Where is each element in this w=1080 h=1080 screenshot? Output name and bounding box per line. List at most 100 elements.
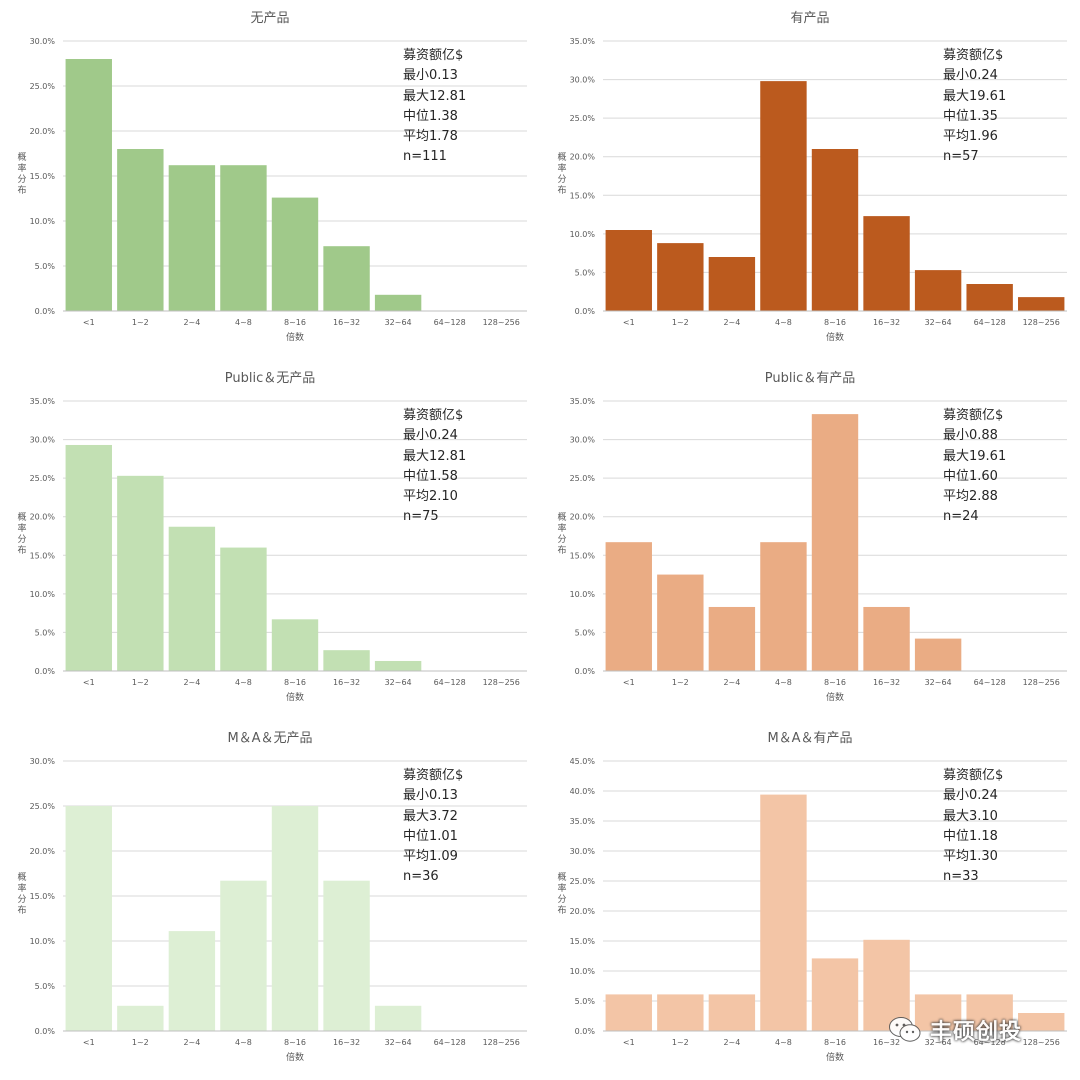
- bar-7: [914, 638, 962, 671]
- x-tick-label: 16~32: [333, 678, 360, 687]
- y-tick-label: 20.0%: [570, 153, 596, 162]
- x-tick-label: 8~16: [284, 678, 306, 687]
- bar-8: [966, 284, 1013, 311]
- bar-3: [168, 165, 216, 311]
- x-tick-label: 4~8: [775, 318, 792, 327]
- y-tick-label: 45.0%: [570, 757, 596, 766]
- x-tick-label: <1: [83, 318, 95, 327]
- stats-line: 中位1.18: [943, 828, 998, 844]
- y-tick-label: 30.0%: [570, 436, 596, 445]
- x-tick-label: <1: [83, 678, 95, 687]
- chart-panel-public-no-product: Public＆无产品 0.0% 5.0% 10.0% 15.0% 20.0% 25.0% 30…: [0, 360, 540, 720]
- x-tick-label: 16~32: [333, 1038, 360, 1047]
- y-tick-label: 15.0%: [570, 551, 596, 560]
- y-tick-label: 35.0%: [570, 397, 596, 406]
- chart-title: M＆A＆无产品: [227, 731, 312, 746]
- y-tick-label: 20.0%: [30, 127, 56, 136]
- y-tick-label: 30.0%: [570, 76, 596, 85]
- x-tick-label: 32~64: [385, 678, 412, 687]
- bar-4: [760, 542, 807, 671]
- stats-line: 募资额亿$: [943, 768, 1004, 783]
- bar-6: [323, 650, 370, 671]
- x-tick-label: 1~2: [132, 1038, 149, 1047]
- bar-2: [117, 149, 164, 311]
- y-tick-label: 15.0%: [30, 551, 56, 560]
- bar-5: [271, 619, 319, 671]
- y-tick-label: 5.0%: [35, 628, 56, 637]
- y-tick-label: 0.0%: [575, 1027, 596, 1036]
- stats-line: 最大3.10: [943, 808, 998, 824]
- stats-box: 募资额亿$ 最小0.88 最大19.61 中位1.60 平均2.88 n=24: [943, 406, 1006, 528]
- x-tick-label: 2~4: [183, 1038, 200, 1047]
- y-axis-label: 概率分布: [557, 871, 566, 916]
- stats-line: 募资额亿$: [403, 48, 464, 63]
- x-tick-label: 64~128: [434, 1038, 466, 1047]
- y-tick-label: 0.0%: [35, 1027, 56, 1036]
- stats-box: 募资额亿$ 最小0.13 最大3.72 中位1.01 平均1.09 n=36: [403, 766, 463, 888]
- y-tick-label: 20.0%: [30, 513, 56, 522]
- y-axis-label: 概率分布: [17, 871, 26, 916]
- x-tick-label: 1~2: [672, 1038, 689, 1047]
- y-tick-label: 15.0%: [570, 191, 596, 200]
- chart-panel-ma-no-product: M＆A＆无产品 0.0% 5.0% 10.0% 15.0% 20.0% 25.0% 30.0%…: [0, 720, 540, 1080]
- y-tick-label: 5.0%: [575, 628, 596, 637]
- y-tick-label: 25.0%: [30, 474, 56, 483]
- x-tick-label: 64~128: [434, 678, 466, 687]
- chart-svg-no-product: 无产品 0.0% 5.0% 10.0% 15.0% 20.0% 25.0% 30.0% <1 1~…: [17, 11, 527, 343]
- x-tick-label: 1~2: [132, 318, 149, 327]
- x-tick-label: 64~128: [974, 1038, 1006, 1047]
- x-tick-label: 2~4: [723, 1038, 740, 1047]
- bar-5: [811, 149, 859, 311]
- y-tick-label: 10.0%: [570, 590, 596, 599]
- bar-3: [708, 606, 756, 671]
- stats-line: 募资额亿$: [403, 768, 464, 783]
- y-tick-label: 25.0%: [570, 114, 596, 123]
- stats-line: 中位1.60: [943, 468, 998, 484]
- x-tick-label: 1~2: [132, 678, 149, 687]
- x-tick-label: 32~64: [925, 318, 952, 327]
- bar-4: [220, 165, 267, 311]
- stats-line: n=36: [403, 869, 439, 885]
- chart-panel-no-product: 无产品 0.0% 5.0% 10.0% 15.0% 20.0% 25.0% 30.0% <1 1~…: [0, 0, 540, 360]
- y-tick-label: 35.0%: [570, 37, 596, 46]
- x-tick-label: 128~256: [483, 318, 520, 327]
- stats-line: 平均2.10: [403, 489, 458, 505]
- stats-line: 募资额亿$: [943, 48, 1004, 63]
- bar-2: [117, 475, 164, 671]
- stats-line: 募资额亿$: [943, 408, 1004, 423]
- x-tick-label: 128~256: [1023, 678, 1060, 687]
- y-tick-label: 5.0%: [35, 982, 56, 991]
- chart-title: Public＆无产品: [225, 371, 315, 386]
- stats-line: 平均1.09: [403, 849, 458, 865]
- bar-5: [271, 806, 319, 1031]
- x-tick-label: 8~16: [824, 318, 846, 327]
- bar-9: [1018, 1013, 1065, 1031]
- bar-7: [374, 294, 422, 311]
- y-tick-label: 10.0%: [570, 230, 596, 239]
- chart-title: M＆A＆有产品: [767, 731, 852, 746]
- y-tick-label: 35.0%: [30, 397, 56, 406]
- x-tick-label: 1~2: [672, 318, 689, 327]
- y-tick-label: 20.0%: [570, 513, 596, 522]
- y-tick-label: 10.0%: [30, 217, 56, 226]
- bar-6: [863, 606, 910, 671]
- chart-svg-ma-no-product: M＆A＆无产品 0.0% 5.0% 10.0% 15.0% 20.0% 25.0% 30.0%…: [17, 731, 527, 1063]
- y-tick-label: 0.0%: [35, 307, 56, 316]
- bar-1: [605, 230, 652, 311]
- bar-3: [708, 994, 756, 1031]
- y-tick-label: 0.0%: [35, 667, 56, 676]
- bar-1: [605, 994, 652, 1031]
- x-tick-label: <1: [623, 678, 635, 687]
- x-tick-label: 2~4: [183, 318, 200, 327]
- stats-line: n=57: [943, 149, 979, 165]
- y-tick-label: 25.0%: [570, 877, 596, 886]
- stats-box: 募资额亿$ 最小0.13 最大12.81 中位1.38 平均1.78 n=111: [403, 46, 466, 168]
- stats-box: 募资额亿$ 最小0.24 最大3.10 中位1.18 平均1.30 n=33: [943, 766, 1003, 888]
- x-tick-label: <1: [623, 1038, 635, 1047]
- bar-5: [811, 414, 859, 671]
- stats-line: n=24: [943, 509, 979, 525]
- y-tick-label: 10.0%: [570, 967, 596, 976]
- y-tick-label: 20.0%: [30, 847, 56, 856]
- bar-2: [117, 1005, 164, 1031]
- watermark: 丰硕创投: [888, 1010, 1022, 1050]
